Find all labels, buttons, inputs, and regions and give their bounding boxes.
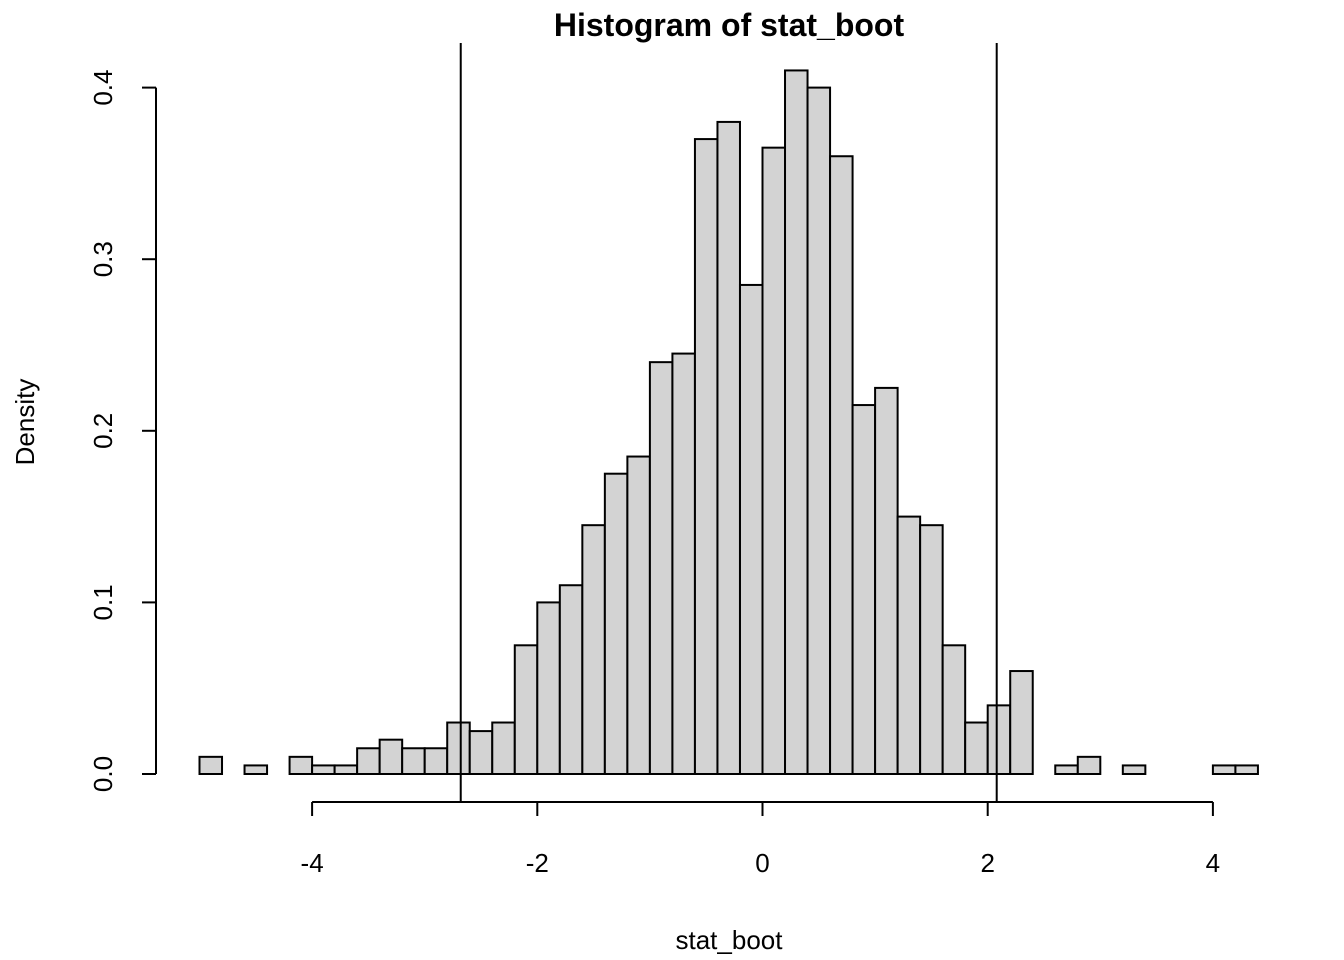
y-tick-label: 0.1 [88, 584, 118, 620]
histogram-bar [446, 721, 471, 776]
histogram-bar [648, 361, 674, 775]
histogram-bar [829, 155, 854, 776]
histogram-bar [423, 747, 449, 776]
histogram-bar [333, 764, 359, 775]
histogram-bar [1234, 764, 1259, 775]
histogram-bar [941, 644, 967, 775]
y-tick-label: 0.4 [88, 70, 118, 106]
y-tick-label: 0.2 [88, 413, 118, 449]
histogram-bar [468, 730, 494, 775]
chart-title: Histogram of stat_boot [554, 7, 905, 43]
y-axis-label: Density [10, 379, 40, 466]
y-tick-label: 0.3 [88, 241, 118, 277]
histogram-bar [896, 515, 922, 775]
histogram-bar [1076, 755, 1102, 776]
reference-lines-group [459, 43, 998, 802]
histogram-bar [806, 86, 832, 776]
histogram-bar [851, 404, 877, 775]
histogram-bar [401, 747, 426, 776]
histogram-bar [693, 138, 719, 775]
x-tick-label: 0 [755, 848, 769, 878]
histogram-bar [964, 721, 989, 776]
histogram-bar [986, 704, 1012, 775]
histogram-bar [513, 644, 539, 775]
histogram-bar [1121, 764, 1147, 775]
histogram-bar [311, 764, 336, 775]
x-axis: -4 -2 0 2 4 [301, 801, 1220, 878]
histogram-bar [603, 472, 629, 775]
histogram-bar [536, 601, 561, 776]
histogram-bar [491, 721, 516, 776]
y-tick-label: 0.0 [88, 756, 118, 792]
x-axis-label: stat_boot [676, 925, 784, 955]
histogram-bar [1054, 764, 1079, 775]
histogram-bar [243, 764, 269, 775]
histogram-bar [288, 755, 314, 776]
histogram-bar [738, 283, 764, 775]
histogram-bar [198, 755, 224, 776]
x-tick-label: -4 [301, 848, 324, 878]
histogram-bar [1211, 764, 1237, 775]
histogram-bar [671, 352, 696, 775]
histogram-bar [761, 146, 787, 776]
histogram-bar [784, 69, 809, 775]
histogram-bar [581, 524, 606, 775]
histogram-bar [378, 738, 404, 775]
histogram-bar [558, 584, 584, 775]
x-tick-label: 4 [1206, 848, 1220, 878]
histogram-bar [716, 120, 741, 776]
bars-group [198, 69, 1259, 776]
histogram-bar [626, 455, 651, 775]
x-tick-label: 2 [980, 848, 994, 878]
histogram-bar [356, 747, 381, 776]
histogram-bar [919, 524, 944, 775]
histogram-bar [874, 386, 899, 775]
histogram-bar [1009, 670, 1034, 775]
y-axis: 0.0 0.1 0.2 0.3 0.4 [88, 70, 157, 792]
x-tick-label: -2 [526, 848, 549, 878]
